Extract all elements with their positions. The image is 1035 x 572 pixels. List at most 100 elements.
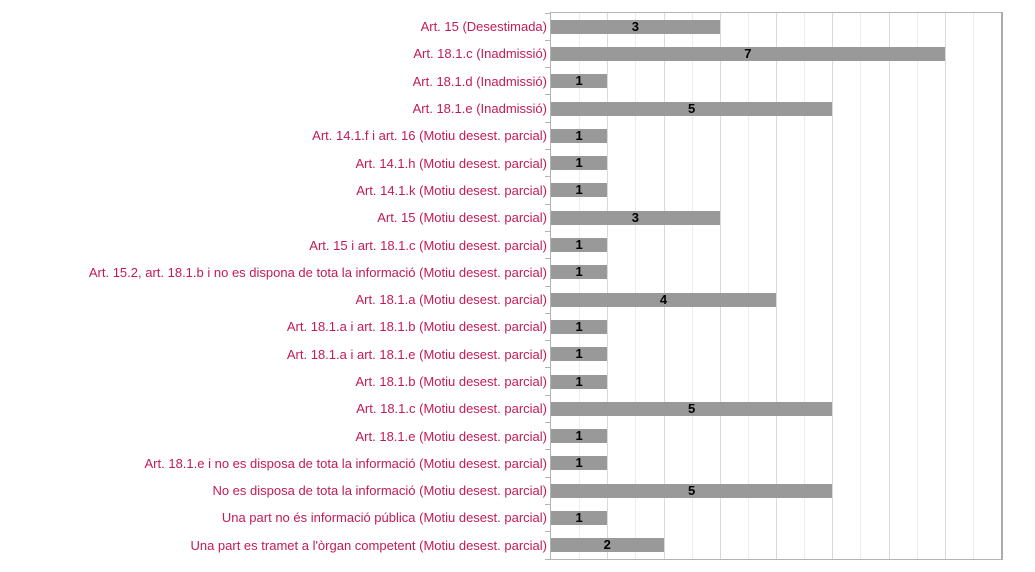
bar-value-label: 5 xyxy=(688,482,696,498)
gridline xyxy=(607,13,609,559)
gridline xyxy=(832,13,834,559)
gridline xyxy=(635,13,637,559)
bar-row: 1 xyxy=(551,150,1001,177)
category-label: Art. 18.1.a i art. 18.1.e (Motiu desest.… xyxy=(286,346,547,362)
gridline xyxy=(860,13,862,559)
gridline xyxy=(972,13,974,559)
axis-tick xyxy=(545,67,550,69)
bar-row: 1 xyxy=(551,122,1001,149)
gridline xyxy=(663,13,665,559)
bar-row: 1 xyxy=(551,450,1001,477)
bar-row: 1 xyxy=(551,177,1001,204)
axis-tick xyxy=(545,367,550,369)
category-label: Art. 18.1.a i art. 18.1.b (Motiu desest.… xyxy=(286,319,547,335)
bar-row: 5 xyxy=(551,395,1001,422)
bar: 5 xyxy=(551,101,833,116)
bar: 1 xyxy=(551,238,608,253)
bar: 1 xyxy=(551,510,608,526)
bar-row: 7 xyxy=(551,40,1001,67)
bar-row: 3 xyxy=(551,204,1001,231)
axis-tick xyxy=(545,503,550,505)
category-label: Art. 18.1.a (Motiu desest. parcial) xyxy=(355,292,547,308)
category-label: Art. 14.1.k (Motiu desest. parcial) xyxy=(356,182,547,198)
bar-row: 1 xyxy=(551,341,1001,368)
bar-row: 1 xyxy=(551,368,1001,395)
bar-value-label: 1 xyxy=(575,73,583,89)
category-label: Art. 15 i art. 18.1.c (Motiu desest. par… xyxy=(309,237,547,253)
bar-row: 1 xyxy=(551,68,1001,95)
axis-tick xyxy=(545,531,550,533)
category-label: Art. 18.1.c (Inadmissió) xyxy=(413,46,547,62)
gridline xyxy=(719,13,721,559)
bar: 3 xyxy=(551,209,720,225)
bar: 5 xyxy=(551,482,833,498)
bar: 1 xyxy=(551,455,608,471)
bar-value-label: 7 xyxy=(744,45,752,61)
bar: 1 xyxy=(551,155,608,171)
gridline xyxy=(691,13,693,559)
bar: 1 xyxy=(551,73,608,89)
bar-row: 4 xyxy=(551,286,1001,313)
category-axis: Art. 15 (Desestimada) Art. 18.1.c (Inadmi… xyxy=(0,13,547,559)
category-label: Art. 18.1.d (Inadmissió) xyxy=(412,73,547,89)
bar-row: 2 xyxy=(551,532,1001,559)
bar-row: 3 xyxy=(551,13,1001,40)
bar-value-label: 2 xyxy=(603,537,611,553)
bar-value-label: 4 xyxy=(659,291,668,307)
gridline xyxy=(579,13,581,559)
bar-row: 5 xyxy=(551,477,1001,504)
bar-value-label: 1 xyxy=(575,155,583,171)
category-label: Art. 18.1.e (Inadmissió) xyxy=(412,101,547,117)
axis-tick xyxy=(545,558,550,560)
axis-tick xyxy=(545,39,550,41)
category-label: Art. 18.1.e i no es disposa de tota la i… xyxy=(144,455,547,471)
axis-tick xyxy=(545,121,550,123)
bar: 1 xyxy=(551,373,608,389)
gridline xyxy=(747,13,749,559)
bar: 1 xyxy=(551,182,608,198)
category-label: Art. 18.1.b (Motiu desest. parcial) xyxy=(355,374,547,389)
bar: 1 xyxy=(551,346,608,362)
axis-tick xyxy=(545,394,550,396)
bar-value-label: 1 xyxy=(575,182,583,198)
bar-row: 1 xyxy=(551,259,1001,286)
bar-value-label: 1 xyxy=(575,127,583,143)
axis-tick xyxy=(545,176,550,178)
gridline xyxy=(944,13,946,559)
category-label: Art. 18.1.c (Motiu desest. parcial) xyxy=(356,401,547,417)
category-label: Art. 15 (Motiu desest. parcial) xyxy=(377,210,547,226)
axis-tick xyxy=(545,12,550,14)
gridline xyxy=(916,13,918,559)
bar-value-label: 1 xyxy=(575,346,583,362)
bar: 1 xyxy=(551,127,608,143)
axis-tick xyxy=(545,449,550,451)
axis-tick xyxy=(545,312,550,314)
bar: 4 xyxy=(551,291,776,307)
bar-value-label: 1 xyxy=(575,510,583,526)
category-label: Art. 18.1.e (Motiu desest. parcial) xyxy=(355,428,547,444)
bar-row: 1 xyxy=(551,423,1001,450)
category-label: Una part no és informació pública (Motiu… xyxy=(221,510,547,526)
gridline xyxy=(776,13,777,559)
bar: 3 xyxy=(551,19,720,34)
category-label: Art. 14.1.h (Motiu desest. parcial) xyxy=(355,155,547,171)
bar-row: 1 xyxy=(551,313,1001,340)
category-label: Art. 15.2, art. 18.1.b i no es dispona d… xyxy=(88,264,547,280)
axis-tick xyxy=(545,340,550,342)
bar: 7 xyxy=(551,45,945,61)
bar-value-label: 1 xyxy=(575,455,583,471)
axis-tick xyxy=(545,285,550,287)
bar-value-label: 1 xyxy=(575,318,583,334)
bar-value-label: 3 xyxy=(631,209,639,225)
axis-tick xyxy=(545,149,550,150)
category-label: Art. 14.1.f i art. 16 (Motiu desest. par… xyxy=(312,128,547,144)
bar-row: 1 xyxy=(551,231,1001,258)
plot-area: 3 7 1 5 1 1 1 3 1 1 4 1 1 1 5 1 1 5 1 2 xyxy=(545,12,1003,560)
axis-tick xyxy=(545,203,550,205)
gridline xyxy=(888,13,890,559)
bar: 5 xyxy=(551,401,833,416)
bar-value-label: 1 xyxy=(575,373,583,389)
bar-value-label: 1 xyxy=(575,264,583,280)
gridline xyxy=(804,13,806,559)
